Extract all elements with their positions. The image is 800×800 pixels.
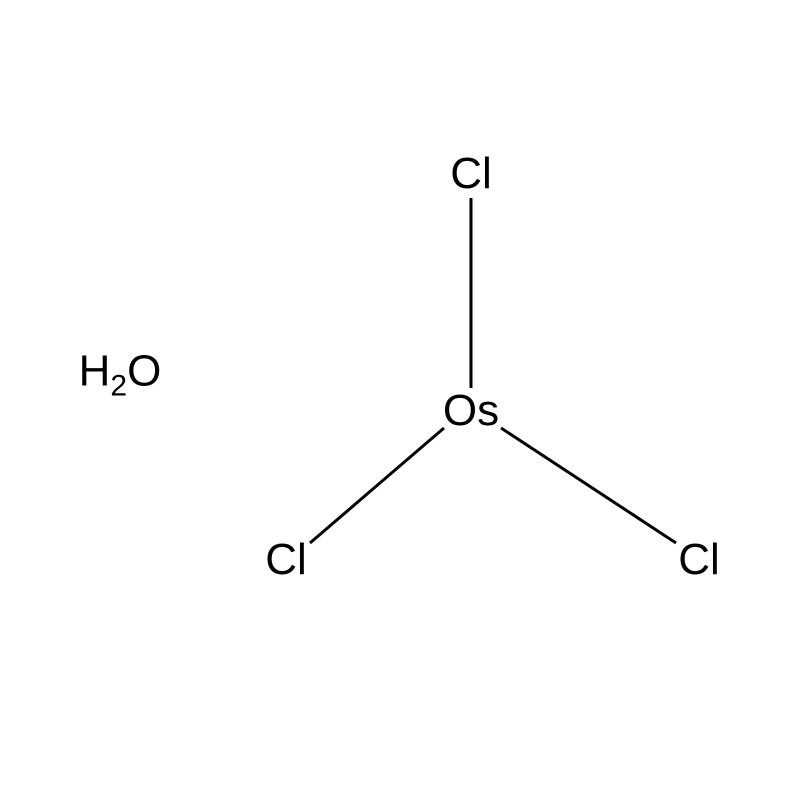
atom-h2o: H2O bbox=[79, 347, 162, 404]
bond-os-cl-right bbox=[501, 428, 676, 543]
atom-os: Os bbox=[443, 386, 499, 436]
atom-cl-top: Cl bbox=[450, 149, 492, 199]
bond-os-cl-left bbox=[310, 428, 444, 543]
molecule-diagram: H2O Os Cl Cl Cl bbox=[0, 0, 800, 800]
atom-cl-left: Cl bbox=[265, 535, 307, 585]
atom-cl-right: Cl bbox=[678, 535, 720, 585]
